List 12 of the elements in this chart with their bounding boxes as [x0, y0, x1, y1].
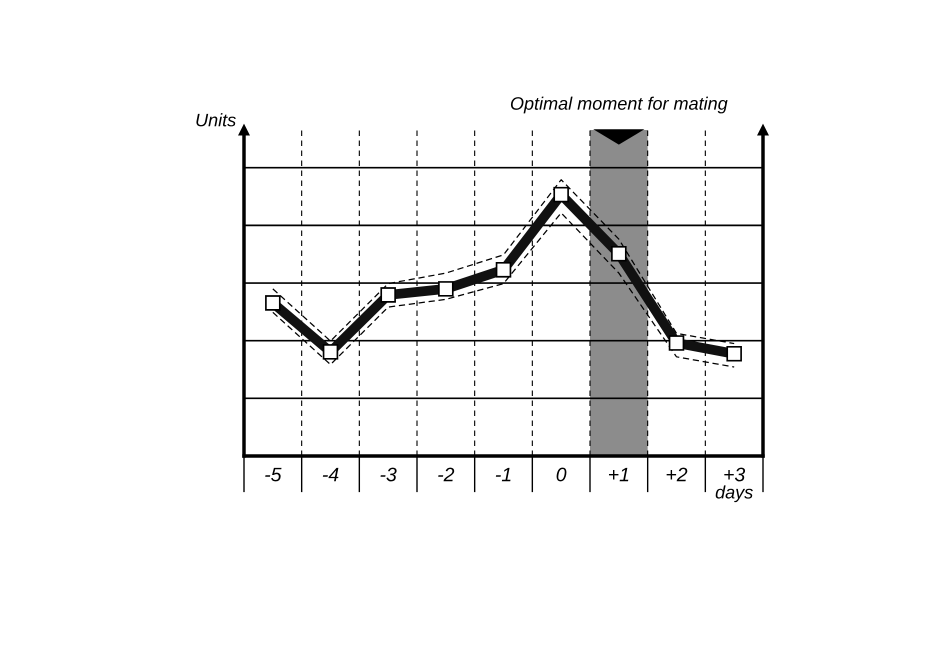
- x-tick-label: +3: [724, 468, 746, 482]
- band-label: Optimal moment for mating: [510, 96, 728, 114]
- x-tick-label: +1: [608, 468, 628, 482]
- x-tick-label: -3: [380, 468, 397, 482]
- x-tick-label: +2: [666, 468, 688, 482]
- y-axis-title: Units: [196, 113, 236, 126]
- x-axis-title: days: [716, 485, 753, 502]
- x-tick-label: 0: [556, 468, 566, 482]
- x-tick-label: -2: [438, 468, 454, 482]
- x-tick-label: -4: [322, 468, 338, 482]
- x-tick-label: -5: [265, 468, 282, 482]
- x-tick-label: -1: [496, 468, 511, 482]
